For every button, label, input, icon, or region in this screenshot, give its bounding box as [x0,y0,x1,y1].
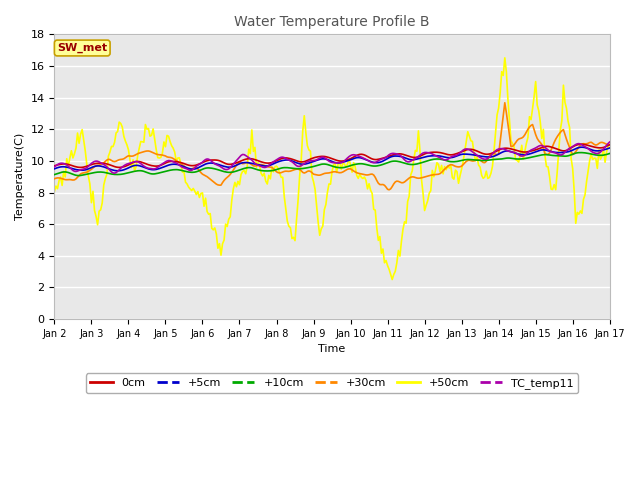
+10cm [66,170,74,176]
+10cm [387,159,394,165]
+50cm [541,153,548,158]
+30cm [399,180,407,186]
Title: Water Temperature Profile B: Water Temperature Profile B [234,15,430,29]
+10cm [76,173,83,179]
+50cm [399,226,407,232]
Line: 0cm: 0cm [54,144,610,168]
TC_temp11 [111,170,118,176]
+10cm [156,170,163,176]
Y-axis label: Temperature(C): Temperature(C) [15,133,25,220]
TC_temp11 [66,165,74,170]
+30cm [606,142,614,148]
TC_temp11 [156,163,163,169]
0cm [77,165,84,170]
+5cm [606,145,614,151]
+30cm [367,171,374,177]
+50cm [388,276,396,282]
+50cm [367,187,374,193]
Line: TC_temp11: TC_temp11 [54,142,610,173]
TC_temp11 [606,139,614,145]
TC_temp11 [540,143,547,149]
+50cm [66,155,74,161]
+50cm [154,155,161,160]
TC_temp11 [387,151,394,156]
+5cm [368,159,376,165]
+10cm [368,163,376,169]
+5cm [51,166,58,172]
Line: +10cm: +10cm [54,153,610,176]
TC_temp11 [368,159,376,165]
0cm [66,162,74,168]
+10cm [606,151,614,156]
+30cm [154,152,161,157]
0cm [606,142,614,147]
+5cm [540,147,547,153]
Legend: 0cm, +5cm, +10cm, +30cm, +50cm, TC_temp11: 0cm, +5cm, +10cm, +30cm, +50cm, TC_temp1… [86,373,578,393]
+10cm [577,150,584,156]
+10cm [51,172,58,178]
+5cm [387,154,394,160]
X-axis label: Time: Time [319,344,346,354]
+5cm [114,168,122,174]
+5cm [578,144,586,150]
0cm [156,163,163,168]
Text: SW_met: SW_met [57,43,108,53]
Line: +30cm: +30cm [54,103,610,190]
+30cm [501,100,509,106]
0cm [387,153,394,158]
+10cm [399,160,407,166]
0cm [578,142,586,147]
+50cm [385,266,393,272]
+50cm [501,55,509,61]
+5cm [66,165,74,171]
0cm [51,163,58,168]
0cm [368,156,376,162]
+30cm [541,151,548,156]
0cm [540,144,547,150]
+30cm [385,187,393,192]
+10cm [540,152,547,157]
+50cm [51,189,58,194]
+30cm [66,177,74,182]
0cm [399,152,407,157]
+30cm [387,186,394,192]
+50cm [606,143,614,148]
Line: +50cm: +50cm [54,58,610,279]
Line: +5cm: +5cm [54,147,610,171]
+5cm [156,166,163,171]
TC_temp11 [51,164,58,170]
+5cm [399,154,407,160]
+30cm [51,176,58,181]
TC_temp11 [399,155,407,161]
